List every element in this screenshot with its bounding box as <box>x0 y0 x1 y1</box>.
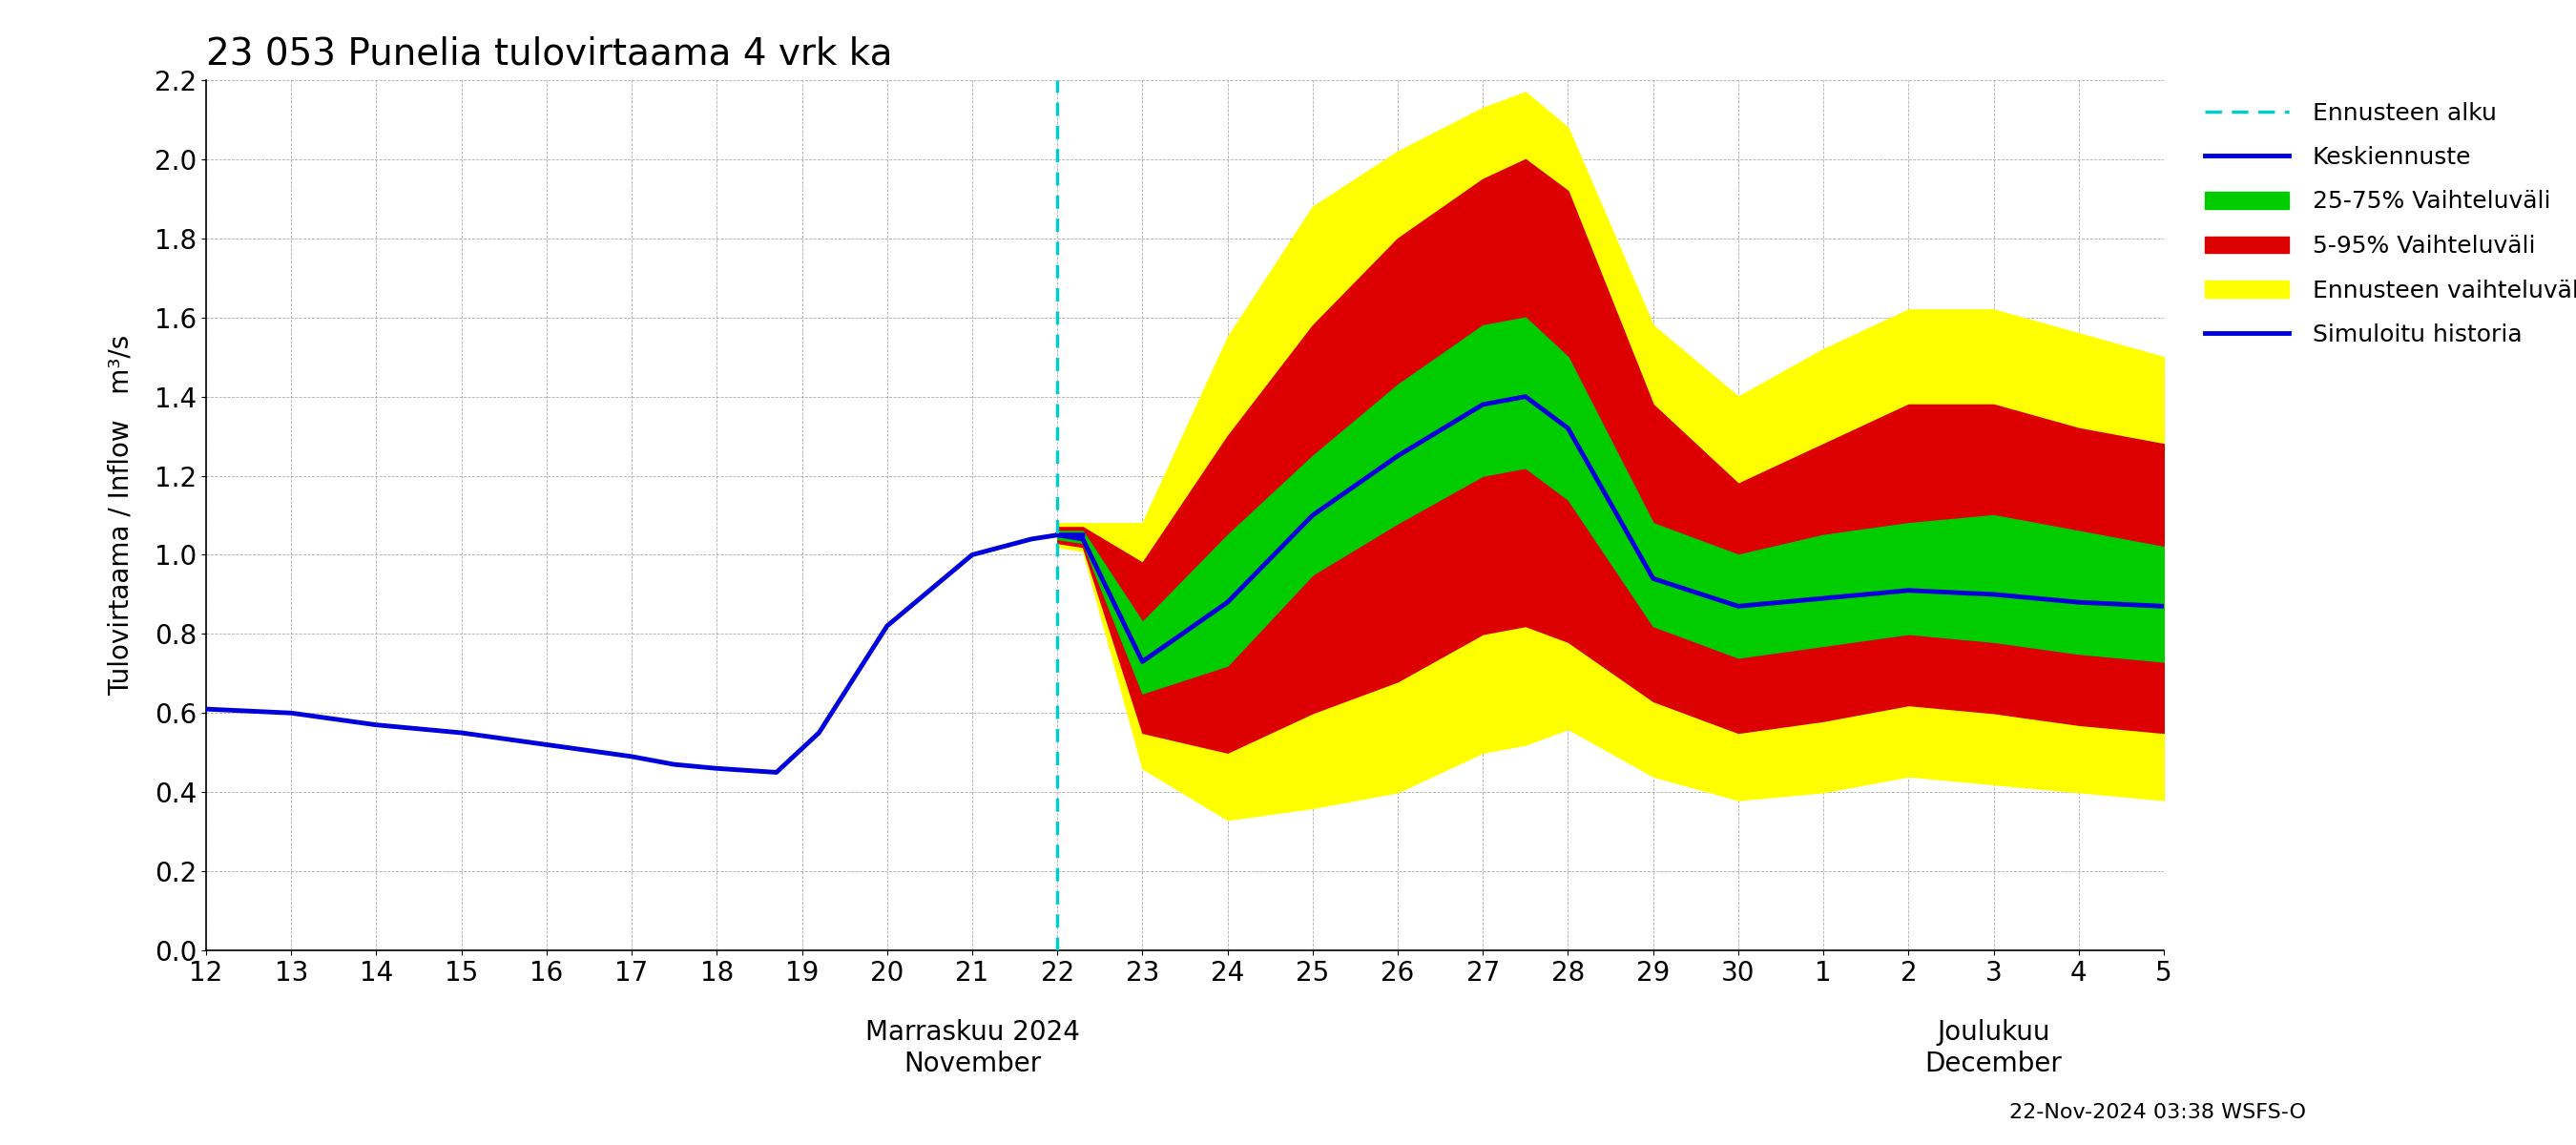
Text: 23 053 Punelia tulovirtaama 4 vrk ka: 23 053 Punelia tulovirtaama 4 vrk ka <box>206 35 891 72</box>
Text: Joulukuu
December: Joulukuu December <box>1924 1019 2063 1077</box>
Legend: Ennusteen alku, Keskiennuste, 25-75% Vaihteluväli, 5-95% Vaihteluväli, Ennusteen: Ennusteen alku, Keskiennuste, 25-75% Vai… <box>2195 92 2576 356</box>
Text: Marraskuu 2024
November: Marraskuu 2024 November <box>866 1019 1079 1077</box>
Y-axis label: Tulovirtaama / Inflow   m³/s: Tulovirtaama / Inflow m³/s <box>108 334 134 696</box>
Text: 22-Nov-2024 03:38 WSFS-O: 22-Nov-2024 03:38 WSFS-O <box>2009 1103 2306 1122</box>
